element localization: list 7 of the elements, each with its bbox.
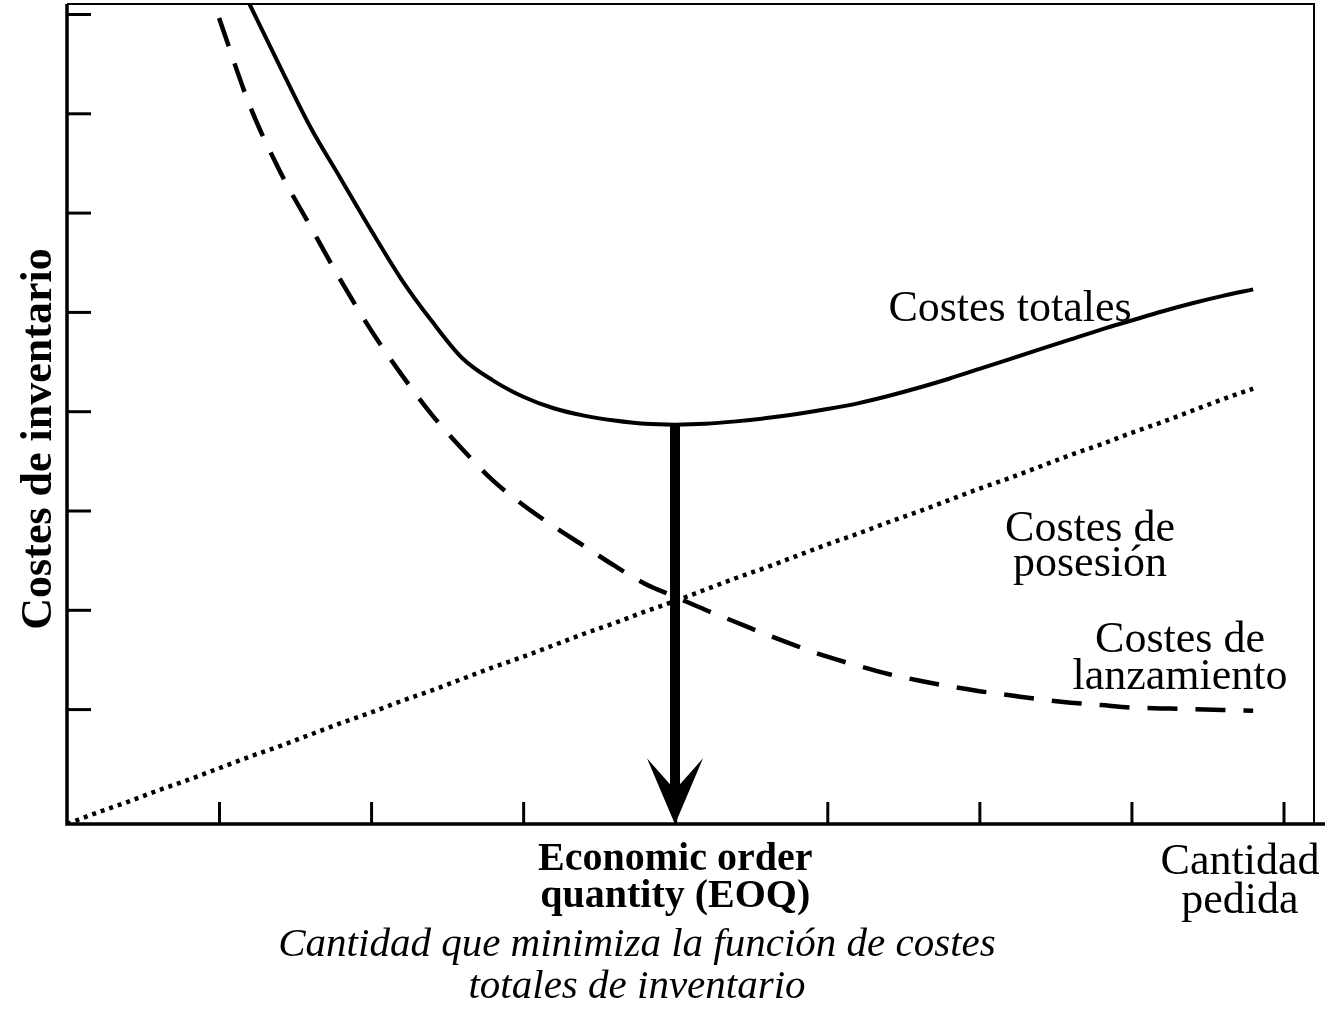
text: Cantidad que minimiza la función de costes totales de inventario [277,919,997,1007]
text: Economic order quantity (EOQ) [537,834,814,916]
y-axis-title: Costes de inventario [12,247,61,632]
series-label: Costes de lanzamiento [1071,613,1289,699]
x-axis-title: Cantidad pedida [1159,835,1321,923]
series-label: Costes totales [887,282,1133,331]
series-label: Costes de posesión [1004,502,1176,586]
